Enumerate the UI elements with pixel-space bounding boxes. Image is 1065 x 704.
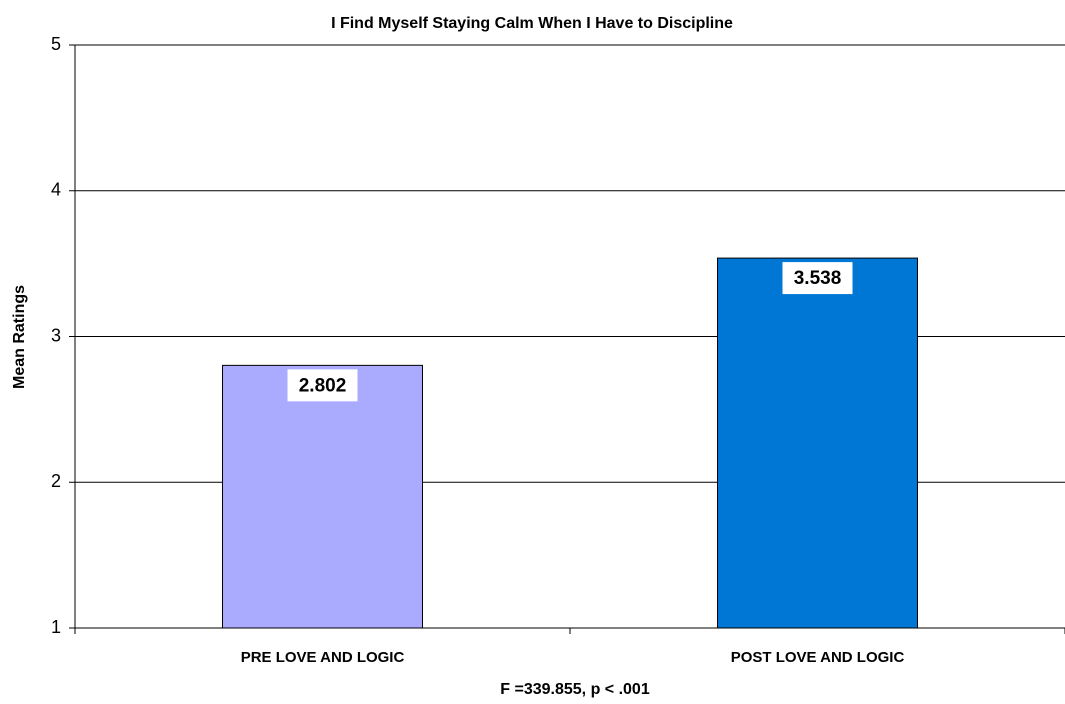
y-tick-label: 5 — [51, 34, 61, 54]
chart-title: I Find Myself Staying Calm When I Have t… — [331, 15, 733, 32]
x-tick-label: PRE LOVE AND LOGIC — [241, 649, 405, 666]
x-axis-title: F =339.855, p < .001 — [500, 681, 650, 698]
y-tick-label: 2 — [51, 471, 61, 491]
y-tick-label: 3 — [51, 325, 61, 345]
value-label: 2.802 — [299, 375, 347, 396]
value-label-box — [287, 369, 358, 402]
value-label: 3.538 — [794, 268, 842, 289]
y-tick-label: 4 — [51, 180, 61, 200]
x-tick-label: POST LOVE AND LOGIC — [731, 649, 905, 666]
value-label-box — [782, 262, 853, 295]
bar — [717, 257, 918, 629]
y-tick-label: 1 — [51, 617, 61, 637]
bar — [222, 364, 423, 629]
y-axis-title: Mean Ratings — [11, 285, 28, 389]
